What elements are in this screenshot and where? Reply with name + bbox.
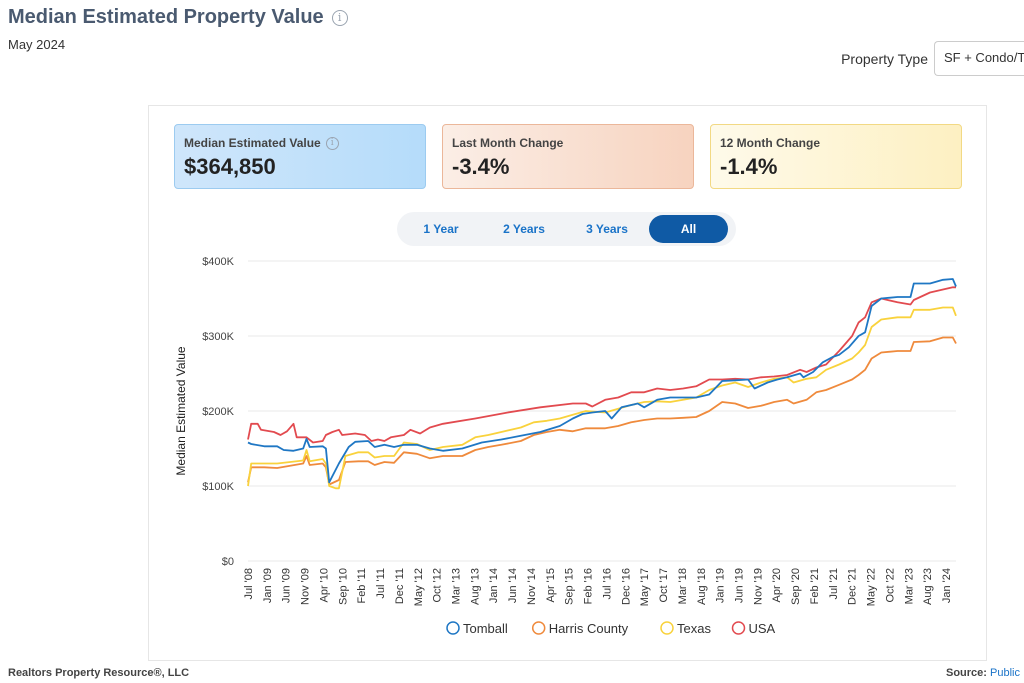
x-tick-label: May '12 (413, 568, 425, 606)
legend-item-usa[interactable]: USA (731, 621, 776, 636)
median-value-label-row: Median Estimated Value i (184, 136, 416, 150)
series-line-texas (247, 306, 957, 490)
x-tick-label: Mar '23 (903, 568, 915, 604)
x-tick-label: Aug '13 (469, 568, 481, 605)
legend-marker (531, 621, 546, 635)
x-tick-label: Jul '08 (243, 568, 255, 599)
y-tick-label: $200K (202, 406, 234, 418)
x-tick-label: Feb '11 (356, 568, 368, 604)
x-tick-label: Jun '09 (281, 568, 293, 603)
median-value-label: Median Estimated Value (184, 136, 321, 150)
x-tick-label: Mar '13 (451, 568, 463, 604)
legend-marker (446, 621, 460, 635)
page-title-text: Median Estimated Property Value (8, 6, 324, 28)
info-icon[interactable]: i (331, 9, 348, 26)
source-link[interactable]: Public (990, 667, 1020, 679)
range-1-year-button[interactable]: 1 Year (423, 222, 459, 236)
y-axis-label: Median Estimated Value (174, 346, 188, 476)
legend-marker (660, 621, 674, 635)
property-type-label: Property Type (841, 50, 928, 67)
footer-source: Source: Public (946, 667, 1020, 679)
x-tick-label: Dec '16 (620, 568, 632, 605)
x-tick-label: Jan '19 (715, 568, 727, 603)
x-tick-label: Apr '10 (318, 568, 330, 603)
x-tick-label: Dec '11 (394, 568, 406, 604)
y-tick-label: $300K (202, 331, 234, 343)
page-title: Median Estimated Property Value i (8, 6, 348, 29)
last-month-change-label: Last Month Change (452, 136, 564, 150)
x-tick-label: Oct '17 (658, 568, 670, 603)
property-type-filter: Property Type SF + Condo/Townhouse (841, 41, 1024, 76)
legend-label: Harris County (549, 621, 629, 636)
legend-item-harris-county[interactable]: Harris County (531, 621, 629, 636)
range-3-years-button[interactable]: 3 Years (586, 222, 628, 236)
x-tick-label: Nov '14 (526, 568, 538, 605)
property-type-select[interactable]: SF + Condo/Townhouse (934, 41, 1024, 76)
time-range-selector: 1 Year 2 Years 3 Years All (397, 212, 736, 246)
chart-panel: Median Estimated Value i $364,850 Last M… (148, 105, 987, 661)
legend-item-texas[interactable]: Texas (660, 621, 711, 636)
x-tick-label: Mar '18 (677, 568, 689, 604)
x-tick-label: Jan '09 (262, 568, 274, 603)
line-chart: $0 $100K $200K $300K $400K Jul '08 Jan '09 Jun… (174, 256, 957, 636)
x-tick-label: Apr '20 (771, 568, 783, 603)
x-tick-label: Jan '24 (941, 568, 953, 603)
legend-item-tomball[interactable]: Tomball (446, 621, 508, 636)
x-tick-label: May '22 (866, 568, 878, 606)
x-tick-label: Oct '22 (884, 568, 896, 603)
last-month-change-value: -3.4% (452, 154, 510, 179)
twelve-month-change-value: -1.4% (720, 154, 778, 179)
x-tick-label: Dec '21 (847, 568, 859, 605)
twelve-month-change-card: 12 Month Change -1.4% (710, 124, 962, 189)
series-line-usa (247, 286, 956, 444)
legend-label: Texas (677, 621, 711, 636)
twelve-month-change-label: 12 Month Change (720, 136, 821, 150)
median-value-card: Median Estimated Value i $364,850 (174, 124, 426, 189)
median-value: $364,850 (184, 154, 276, 179)
x-tick-label: Aug '18 (696, 568, 708, 605)
legend-label: USA (749, 621, 776, 636)
report-date: May 2024 (8, 37, 66, 52)
series-line-tomball (247, 278, 957, 484)
x-tick-label: Jun '19 (733, 568, 745, 603)
y-tick-label: $0 (222, 556, 234, 568)
legend-label: Tomball (463, 621, 508, 636)
range-2-years-button[interactable]: 2 Years (503, 222, 545, 236)
x-tick-label: Jul '11 (375, 568, 387, 599)
x-tick-label: May '17 (639, 568, 651, 606)
x-tick-label: Feb '21 (809, 568, 821, 604)
x-tick-label: Jul '21 (828, 568, 840, 599)
x-tick-label: Jan '14 (488, 568, 500, 603)
series-line-harris-county (247, 336, 957, 486)
x-tick-label: Jul '16 (601, 568, 613, 599)
x-tick-label: Sep '10 (337, 568, 349, 605)
info-icon[interactable]: i (325, 136, 339, 150)
x-tick-label: Sep '15 (564, 568, 576, 605)
footer-company: Realtors Property Resource®, LLC (8, 667, 190, 679)
x-tick-label: Aug '23 (922, 568, 934, 605)
x-tick-label: Oct '12 (432, 568, 444, 603)
x-tick-label: Nov '19 (752, 568, 764, 605)
last-month-change-card: Last Month Change -3.4% (442, 124, 694, 189)
x-tick-label: Apr '15 (545, 568, 557, 603)
legend-marker (731, 621, 746, 635)
source-label: Source: (946, 667, 987, 679)
y-tick-label: $400K (202, 256, 234, 268)
x-tick-label: Jun '14 (507, 568, 519, 603)
range-all-button[interactable]: All (649, 215, 728, 243)
y-tick-label: $100K (202, 481, 234, 493)
x-tick-label: Feb '16 (583, 568, 595, 604)
x-tick-label: Nov '09 (300, 568, 312, 605)
x-tick-label: Sep '20 (790, 568, 802, 605)
